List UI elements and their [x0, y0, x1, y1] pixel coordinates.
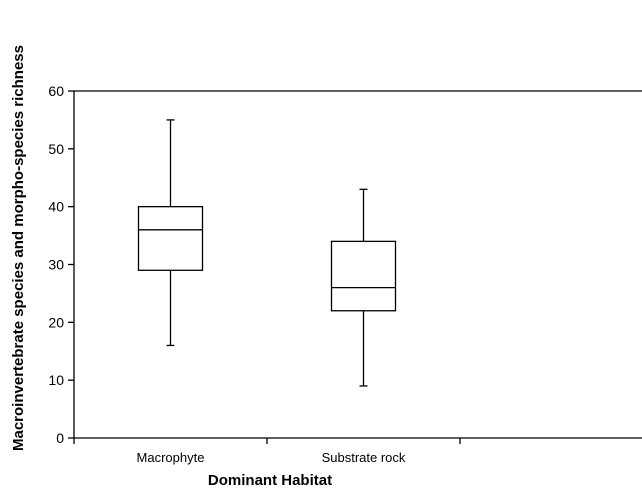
y-tick-label: 60 — [48, 83, 64, 99]
y-axis-ticks: 0 10 20 30 40 50 60 — [48, 83, 74, 446]
y-tick-label: 50 — [48, 141, 64, 157]
x-axis-title: Dominant Habitat — [208, 472, 332, 489]
category-label: Substrate rock — [322, 450, 406, 465]
box-macrophyte — [137, 119, 204, 347]
iqr-box — [330, 240, 397, 312]
box-substrate-rock — [330, 188, 397, 387]
category-label: Macrophyte — [137, 450, 205, 465]
boxes — [137, 119, 397, 387]
y-axis-title: Macroinvertebrate species and morpho-spe… — [10, 45, 27, 451]
category-labels: Macrophyte Substrate rock — [137, 450, 406, 465]
y-tick-label: 10 — [48, 372, 64, 388]
y-tick-label: 40 — [48, 199, 64, 215]
y-tick-label: 0 — [56, 430, 64, 446]
y-tick-label: 20 — [48, 314, 64, 330]
x-axis-ticks — [73, 438, 461, 444]
iqr-box — [137, 206, 204, 271]
y-tick-label: 30 — [48, 257, 64, 273]
